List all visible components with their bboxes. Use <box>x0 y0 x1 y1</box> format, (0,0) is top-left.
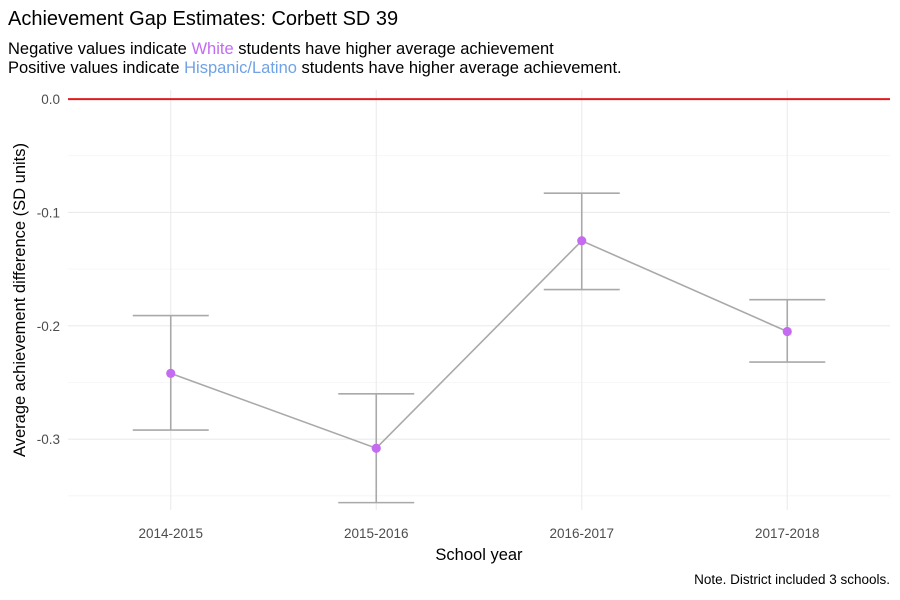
x-axis-title: School year <box>435 546 523 564</box>
subtitle-hispanic-label: Hispanic/Latino <box>184 59 297 77</box>
error-bars-group <box>132 192 826 504</box>
x-tick-label: 2017-2018 <box>755 526 820 541</box>
subtitle-1-pre: Negative values indicate <box>8 40 192 58</box>
subtitle-line-1: Negative values indicate White students … <box>8 40 554 59</box>
data-point <box>577 236 587 246</box>
data-point <box>371 443 381 453</box>
y-tick-labels: 0.0 -0.1 -0.2 -0.3 <box>37 92 60 447</box>
x-tick-label: 2014-2015 <box>138 526 203 541</box>
y-tick-label: 0.0 <box>41 92 60 107</box>
data-points-group <box>166 236 792 453</box>
caption-note: Note. District included 3 schools. <box>694 572 890 587</box>
data-point <box>782 326 792 337</box>
y-tick-label: -0.2 <box>37 319 60 334</box>
x-tick-label: 2016-2017 <box>549 526 614 541</box>
data-point <box>166 368 176 379</box>
connecting-line-group <box>170 239 788 450</box>
y-tick-label: -0.1 <box>37 205 60 220</box>
subtitle-2-pre: Positive values indicate <box>8 59 185 77</box>
series-line <box>170 239 788 450</box>
subtitle-white-label: White <box>191 40 234 58</box>
subtitle-1-post: students have higher average achievement <box>233 40 554 58</box>
subtitle-2-post: students have higher average achievement… <box>296 59 622 77</box>
y-axis-title: Average achievement difference (SD units… <box>11 143 29 457</box>
x-tick-labels: 2014-2015 2015-2016 2016-2017 2017-2018 <box>138 526 819 541</box>
x-tick-label: 2015-2016 <box>344 526 409 541</box>
subtitle-line-2: Positive values indicate Hispanic/Latino… <box>8 59 622 78</box>
y-tick-label: -0.3 <box>37 432 60 447</box>
chart-title: Achievement Gap Estimates: Corbett SD 39 <box>8 8 399 30</box>
